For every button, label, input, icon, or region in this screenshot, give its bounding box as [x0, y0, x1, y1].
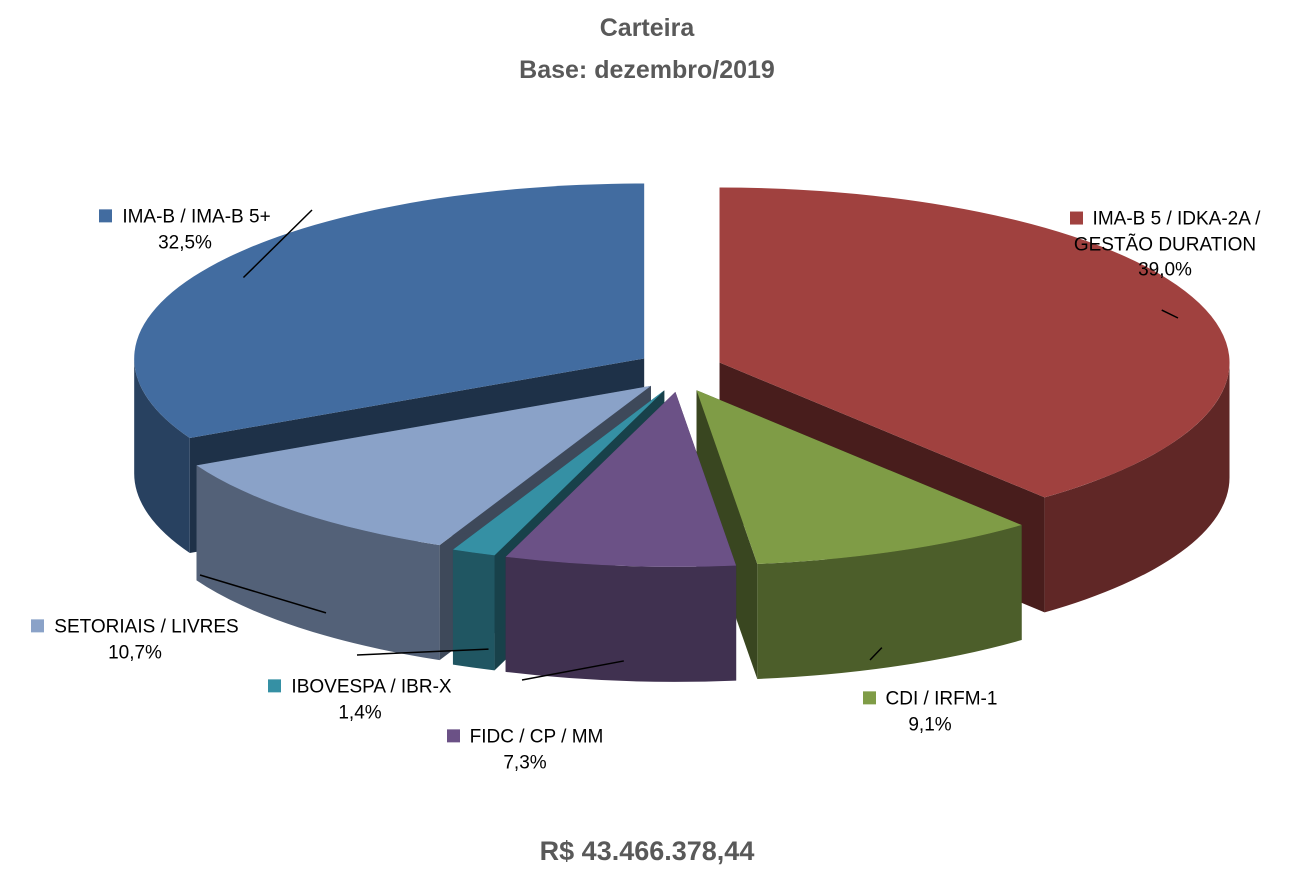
slice-wall [134, 358, 190, 553]
slice-wall [1044, 362, 1230, 613]
legend-swatch [31, 619, 45, 633]
value-label: 39,0% [1138, 259, 1192, 281]
slice [696, 390, 1022, 679]
category-label: IMA-B / IMA-B 5+ [122, 206, 271, 228]
label-name-line: IMA-B 5 / IDKA-2A / GESTÃO DURATION [1035, 207, 1294, 258]
data-label: FIDC / CP / MM 7,3% [405, 724, 645, 775]
data-label: SETORIAIS / LIVRES 10,7% [5, 614, 265, 665]
data-label: IBOVESPA / IBR-X 1,4% [230, 674, 490, 725]
leader-line [199, 574, 327, 614]
label-name-line: CDI / IRFM-1 [810, 686, 1050, 712]
leader-line [1161, 309, 1179, 319]
label-name-line: IBOVESPA / IBR-X [230, 674, 490, 700]
slice-top [452, 390, 665, 556]
category-label: IMA-B 5 / IDKA-2A / GESTÃO DURATION [1073, 208, 1261, 256]
category-label: IBOVESPA / IBR-X [291, 676, 452, 698]
legend-swatch [862, 691, 876, 705]
leader-line [869, 647, 883, 661]
label-name-line: SETORIAIS / LIVRES [5, 614, 265, 640]
value-label: 7,3% [503, 752, 547, 773]
total-amount: R$ 43.466.378,44 [539, 836, 755, 866]
slice-wall [196, 465, 440, 661]
category-label: CDI / IRFM-1 [885, 688, 998, 710]
slice-side [696, 390, 758, 679]
value-label: 9,1% [908, 714, 952, 735]
slice-wall [757, 525, 1022, 679]
data-label: IMA-B 5 / IDKA-2A / GESTÃO DURATION 39,0% [1035, 207, 1294, 284]
slice-top [196, 385, 651, 546]
legend-swatch [268, 679, 282, 693]
chart-subtitle: Base: dezembro/2019 [519, 56, 775, 84]
slice-top [134, 183, 645, 438]
slice-wall [505, 556, 737, 682]
data-label: CDI / IRFM-1 9,1% [810, 686, 1050, 737]
leader-line [242, 209, 313, 279]
legend-swatch [446, 729, 460, 743]
value-label: 1,4% [338, 702, 382, 723]
value-label: 32,5% [158, 232, 212, 253]
slice-top [719, 187, 1230, 498]
leader-line [521, 660, 624, 681]
legend-swatch [99, 209, 113, 223]
data-label: IMA-B / IMA-B 5+ 32,5% [45, 204, 325, 255]
legend-swatch [1069, 211, 1083, 225]
leader-line [356, 648, 489, 656]
category-label: SETORIAIS / LIVRES [54, 616, 239, 638]
value-label: 10,7% [108, 642, 162, 663]
chart-title: Carteira [599, 14, 695, 42]
label-name-line: IMA-B / IMA-B 5+ [45, 204, 325, 230]
slice-top [696, 390, 1022, 564]
slice-top [505, 391, 737, 567]
slice [505, 391, 737, 682]
label-name-line: FIDC / CP / MM [405, 724, 645, 750]
slice-wall [452, 549, 495, 671]
category-label: FIDC / CP / MM [469, 726, 604, 748]
